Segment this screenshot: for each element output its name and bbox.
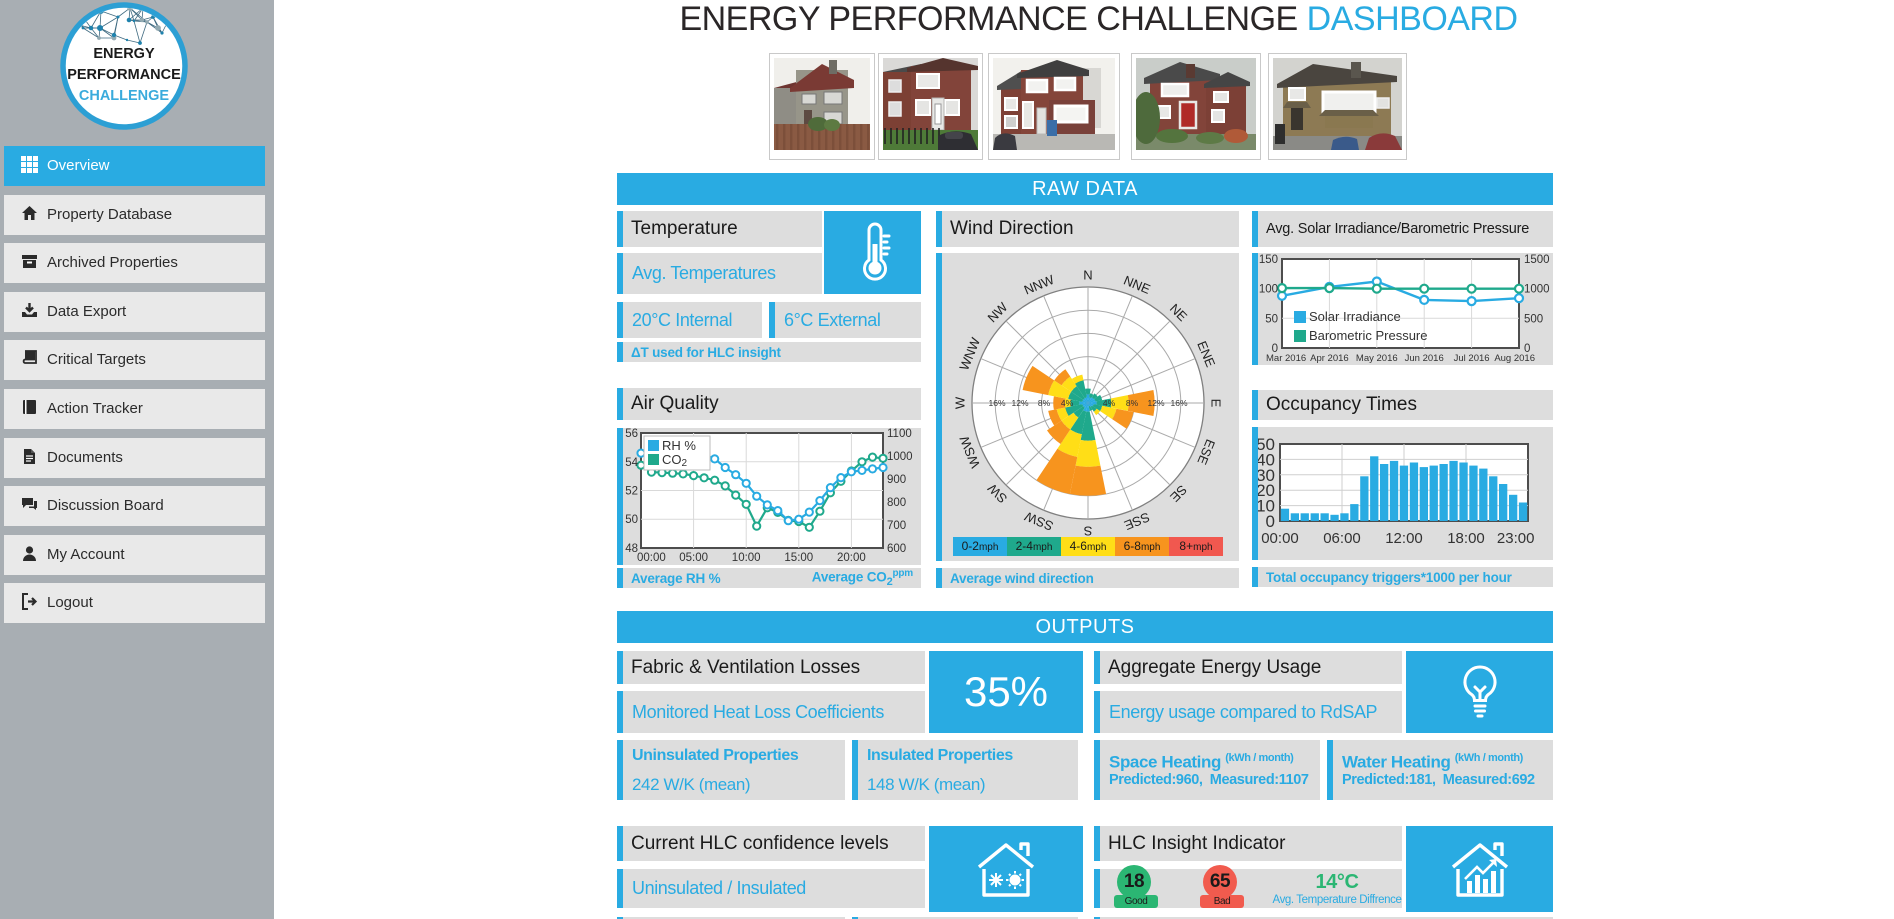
svg-text:10: 10 — [1258, 497, 1275, 516]
svg-text:4%: 4% — [1103, 398, 1116, 408]
svg-text:0: 0 — [1266, 512, 1275, 531]
svg-text:00:00: 00:00 — [1261, 530, 1299, 547]
svg-text:1100: 1100 — [887, 428, 912, 440]
svg-text:500: 500 — [1524, 313, 1543, 325]
svg-text:700: 700 — [887, 520, 906, 532]
svg-text:150: 150 — [1259, 254, 1278, 266]
svg-text:May 2016: May 2016 — [1356, 353, 1398, 364]
svg-text:20: 20 — [1258, 481, 1275, 500]
svg-text:16%: 16% — [1170, 398, 1187, 408]
svg-text:CO2: CO2 — [662, 452, 688, 469]
svg-text:12:00: 12:00 — [1385, 530, 1423, 547]
svg-text:12%: 12% — [1147, 398, 1164, 408]
svg-text:8%: 8% — [1126, 398, 1139, 408]
svg-text:Aug 2016: Aug 2016 — [1494, 353, 1535, 364]
svg-text:10:00: 10:00 — [732, 552, 761, 564]
svg-text:100: 100 — [1259, 284, 1278, 296]
svg-text:52: 52 — [625, 486, 638, 498]
svg-text:1000: 1000 — [1524, 284, 1550, 296]
svg-text:15:00: 15:00 — [784, 552, 813, 564]
svg-text:Jun 2016: Jun 2016 — [1405, 353, 1444, 364]
svg-text:00:00: 00:00 — [637, 552, 666, 564]
svg-text:S: S — [1083, 524, 1092, 539]
svg-text:Apr 2016: Apr 2016 — [1310, 353, 1349, 364]
svg-text:0: 0 — [1272, 343, 1278, 355]
svg-text:N: N — [1083, 267, 1092, 282]
svg-text:16%: 16% — [988, 398, 1005, 408]
svg-text:06:00: 06:00 — [1323, 530, 1361, 547]
svg-text:23:00: 23:00 — [1497, 530, 1535, 547]
svg-text:Barometric Pressure: Barometric Pressure — [1309, 328, 1427, 343]
svg-text:PERFORMANCE: PERFORMANCE — [67, 67, 181, 83]
svg-text:RH %: RH % — [662, 438, 696, 453]
svg-text:50: 50 — [625, 514, 638, 526]
svg-text:8%: 8% — [1038, 398, 1051, 408]
svg-text:800: 800 — [887, 497, 906, 509]
svg-text:1000: 1000 — [887, 451, 913, 463]
svg-text:4%: 4% — [1061, 398, 1074, 408]
svg-text:E: E — [1209, 399, 1224, 408]
svg-text:18:00: 18:00 — [1447, 530, 1485, 547]
svg-text:600: 600 — [887, 543, 906, 555]
svg-text:40: 40 — [1258, 450, 1275, 469]
svg-text:W: W — [952, 396, 967, 409]
svg-text:0: 0 — [1524, 343, 1530, 355]
svg-text:05:00: 05:00 — [679, 552, 708, 564]
svg-text:Mar 2016: Mar 2016 — [1266, 353, 1306, 364]
svg-text:ENERGY: ENERGY — [93, 46, 155, 62]
svg-text:48: 48 — [625, 543, 638, 555]
svg-text:Jul 2016: Jul 2016 — [1454, 353, 1490, 364]
svg-text:12%: 12% — [1011, 398, 1028, 408]
svg-text:1500: 1500 — [1524, 254, 1550, 266]
svg-text:20:00: 20:00 — [837, 552, 866, 564]
svg-text:900: 900 — [887, 474, 906, 486]
svg-text:54: 54 — [625, 457, 638, 469]
svg-text:Solar Irradiance: Solar Irradiance — [1309, 309, 1401, 324]
svg-text:30: 30 — [1258, 466, 1275, 485]
svg-text:CHALLENGE: CHALLENGE — [79, 88, 170, 104]
svg-text:50: 50 — [1258, 435, 1275, 454]
svg-text:56: 56 — [625, 428, 638, 440]
svg-text:50: 50 — [1265, 313, 1278, 325]
